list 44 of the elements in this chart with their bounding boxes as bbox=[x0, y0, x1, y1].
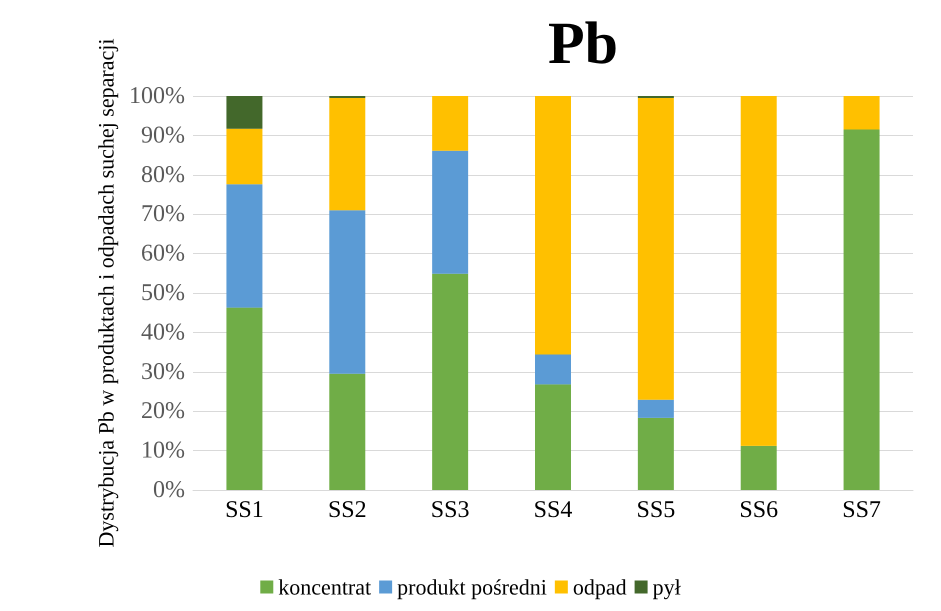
bar bbox=[535, 354, 571, 384]
bar bbox=[329, 210, 366, 374]
x-tick-label: SS1 bbox=[225, 497, 264, 523]
bar bbox=[638, 400, 674, 418]
legend-label: koncentrat bbox=[278, 574, 372, 600]
x-tick-label: SS7 bbox=[842, 497, 881, 523]
chart-title: Pb bbox=[548, 10, 618, 76]
bar bbox=[844, 129, 880, 490]
bar bbox=[740, 96, 777, 446]
y-tick-label: 40% bbox=[141, 319, 185, 346]
bar bbox=[329, 98, 366, 210]
bar bbox=[226, 96, 262, 129]
bar bbox=[535, 96, 571, 354]
y-tick-label: 30% bbox=[141, 358, 185, 385]
y-tick-label: 60% bbox=[141, 240, 185, 267]
bar bbox=[638, 418, 674, 490]
x-tick-label: SS5 bbox=[636, 497, 676, 523]
x-tick-label: SS2 bbox=[328, 497, 367, 523]
bar bbox=[226, 184, 262, 308]
y-tick-label: 100% bbox=[129, 83, 185, 109]
bar bbox=[638, 98, 674, 400]
y-axis-title: Dystrybucja Pb w produktach i odpadach suchej separacji bbox=[94, 38, 119, 548]
bar bbox=[329, 374, 366, 490]
bar bbox=[432, 150, 468, 274]
y-tick-label: 0% bbox=[153, 477, 185, 503]
bar bbox=[432, 274, 468, 490]
y-tick-label: 10% bbox=[141, 438, 185, 464]
x-tick-label: SS4 bbox=[534, 497, 572, 523]
bar bbox=[740, 446, 777, 490]
legend-label: odpad bbox=[572, 574, 627, 600]
y-tick-label: 20% bbox=[141, 398, 185, 424]
bar bbox=[226, 308, 262, 490]
y-tick-label: 80% bbox=[141, 162, 185, 188]
y-tick-label: 50% bbox=[141, 280, 185, 306]
x-tick-label: SS3 bbox=[430, 497, 470, 523]
bar bbox=[844, 96, 880, 130]
bar bbox=[226, 128, 262, 184]
x-tick-label: SS6 bbox=[739, 497, 778, 523]
legend-label: pył bbox=[652, 574, 681, 600]
bar bbox=[535, 384, 571, 490]
bar bbox=[432, 96, 468, 151]
y-tick-label: 90% bbox=[141, 122, 185, 148]
legend-label: produkt pośredni bbox=[397, 574, 547, 600]
y-tick-label: 70% bbox=[141, 201, 185, 228]
